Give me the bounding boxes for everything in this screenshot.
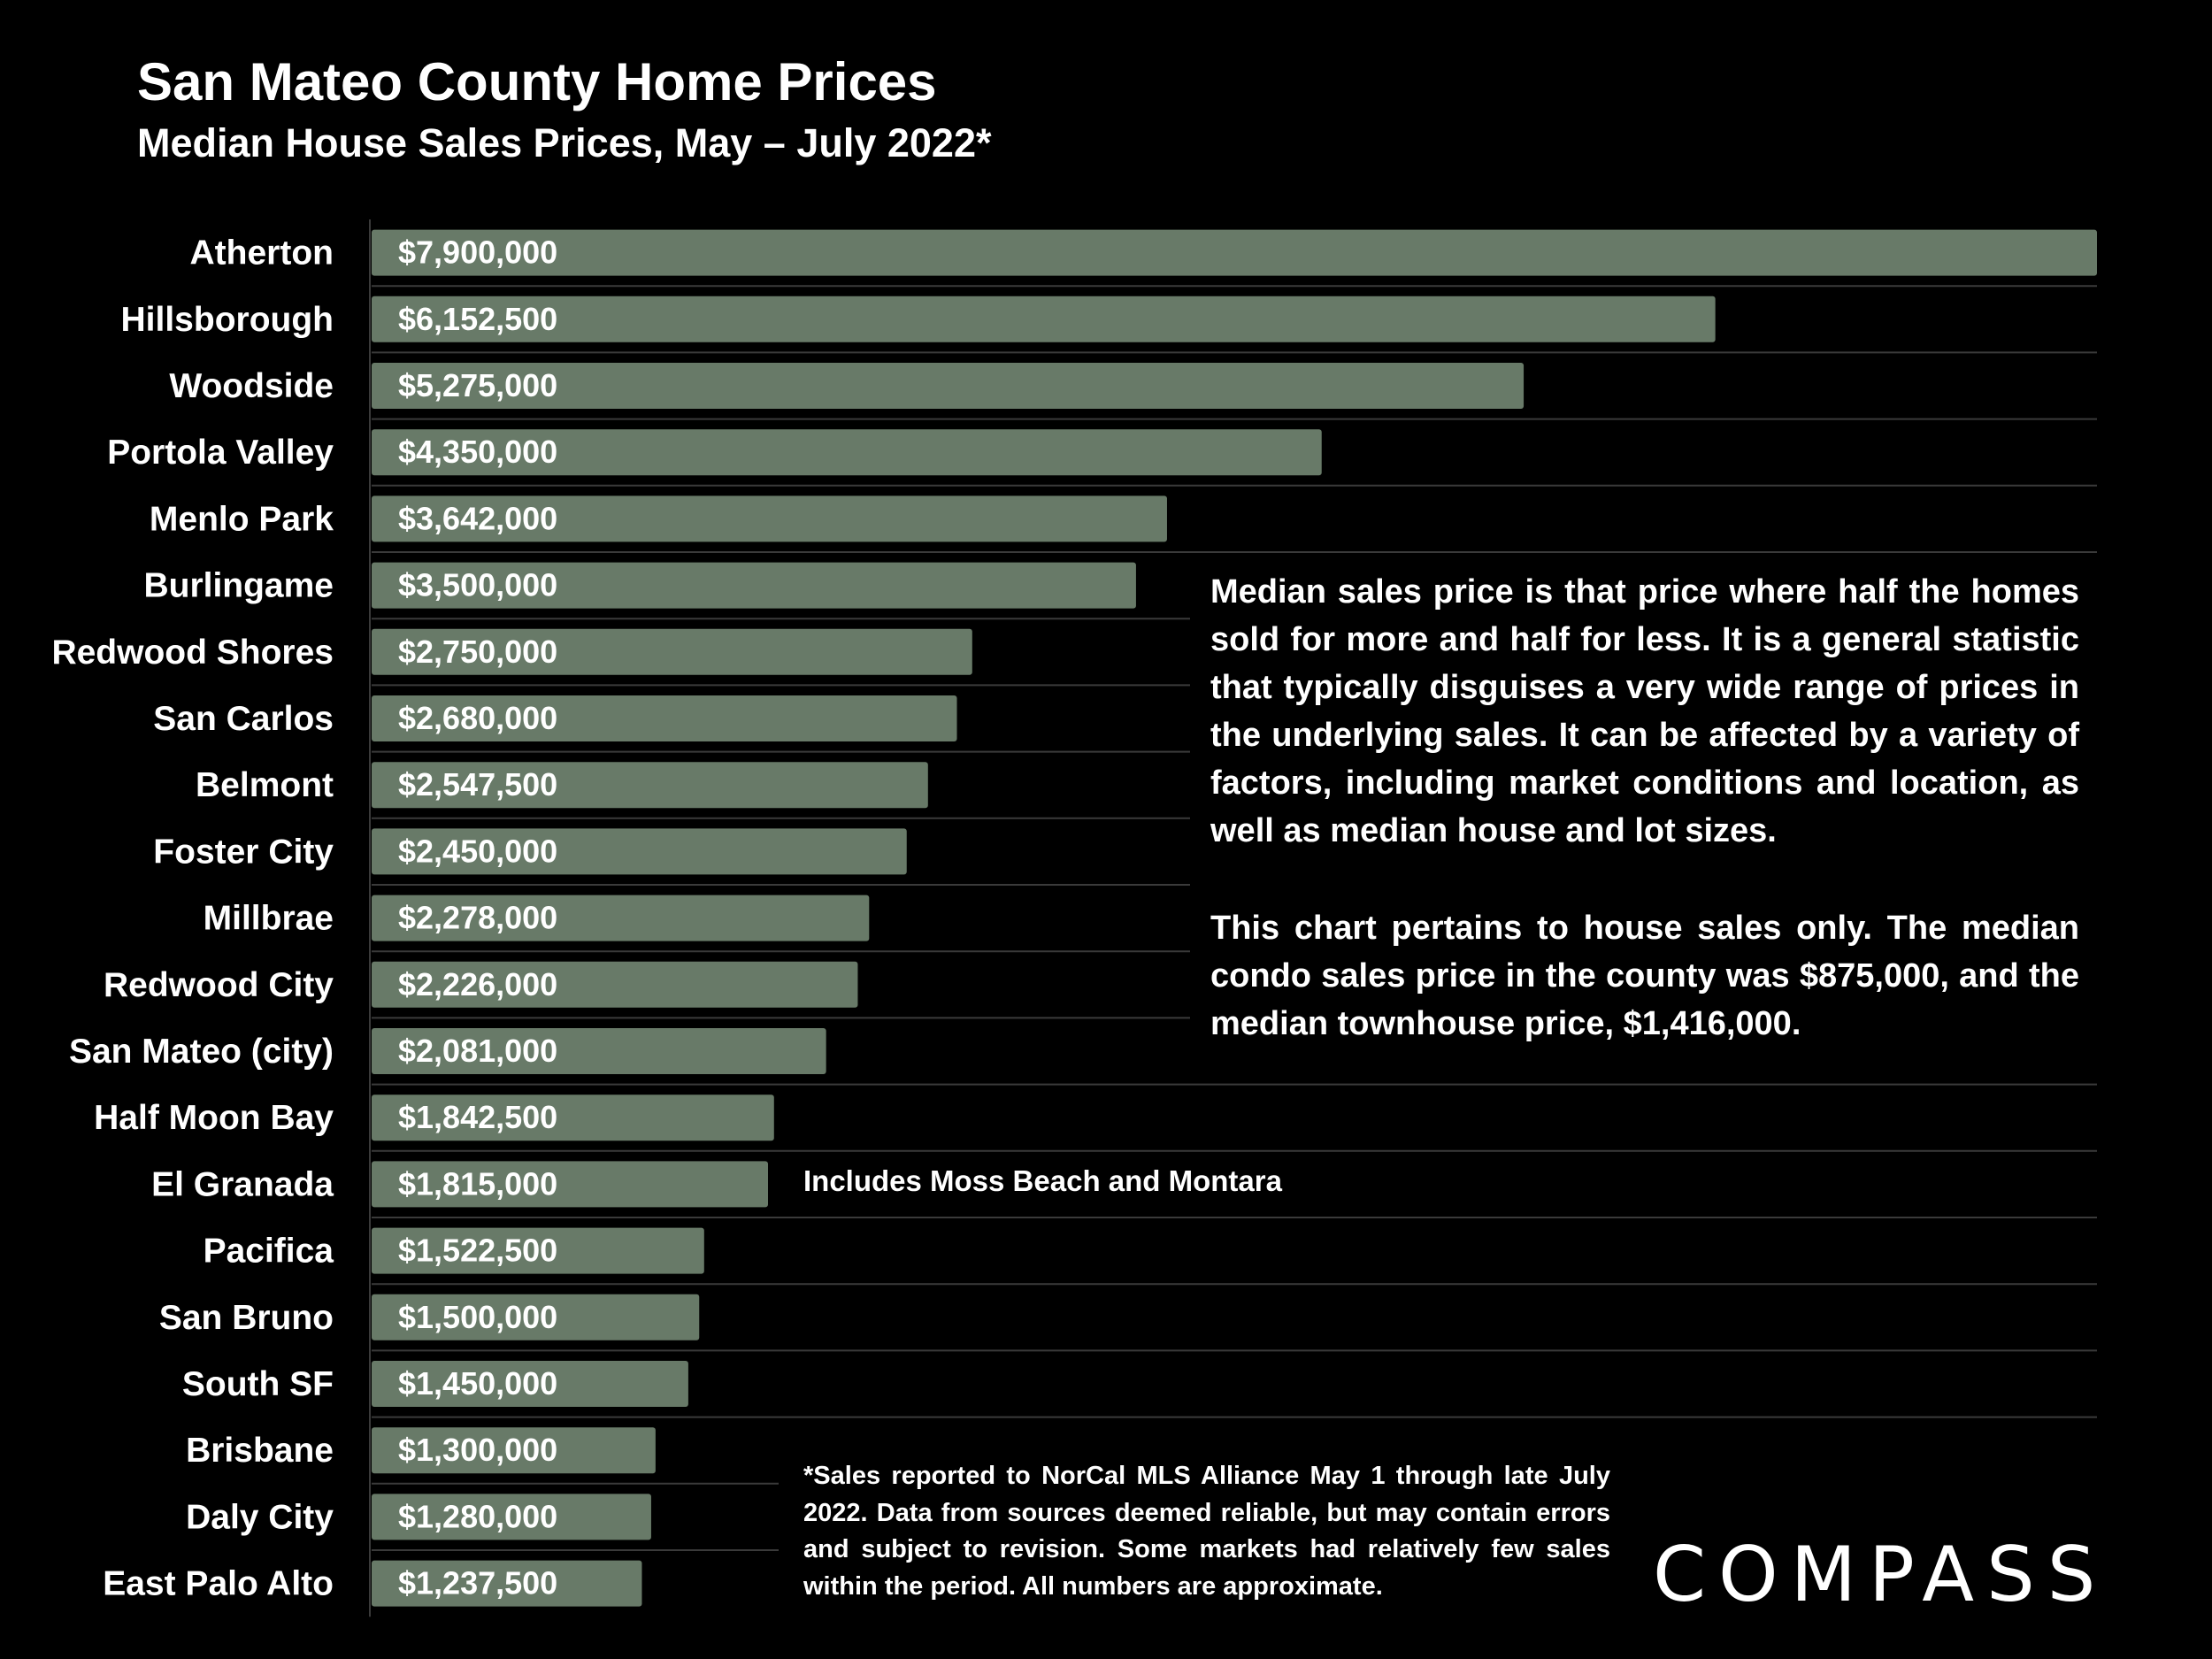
category-label: San Carlos bbox=[153, 700, 334, 738]
value-label: $7,900,000 bbox=[398, 234, 557, 271]
category-label: Menlo Park bbox=[150, 500, 334, 538]
bar bbox=[372, 1161, 769, 1208]
bar bbox=[372, 495, 1167, 542]
value-label: $2,081,000 bbox=[398, 1033, 557, 1069]
category-label: Daly City bbox=[186, 1498, 334, 1536]
category-label: South SF bbox=[182, 1365, 334, 1403]
bar bbox=[372, 961, 858, 1008]
value-label: $4,350,000 bbox=[398, 434, 557, 470]
compass-logo: COMPASS bbox=[1653, 1531, 2108, 1619]
category-label: Redwood Shores bbox=[51, 634, 334, 672]
category-label: Redwood City bbox=[104, 966, 334, 1004]
value-label: $1,522,500 bbox=[398, 1233, 557, 1269]
bar bbox=[372, 1494, 651, 1540]
bar bbox=[372, 1227, 704, 1274]
category-label: Half Moon Bay bbox=[94, 1099, 334, 1137]
bar bbox=[372, 1294, 700, 1340]
category-label: Woodside bbox=[169, 367, 334, 405]
el-granada-annotation: Includes Moss Beach and Montara bbox=[803, 1164, 1282, 1197]
bar bbox=[372, 1361, 688, 1407]
value-label: $2,680,000 bbox=[398, 700, 557, 736]
category-label: East Palo Alto bbox=[103, 1565, 334, 1603]
category-label: Belmont bbox=[196, 766, 334, 804]
bar bbox=[372, 628, 972, 675]
bar bbox=[372, 695, 957, 741]
bar bbox=[372, 562, 1136, 609]
bar bbox=[372, 363, 1525, 409]
value-label: $2,750,000 bbox=[398, 634, 557, 670]
bar bbox=[372, 762, 928, 809]
value-label: $2,547,500 bbox=[398, 766, 557, 803]
category-label: Burlingame bbox=[143, 567, 334, 605]
footnote: *Sales reported to NorCal MLS Alliance M… bbox=[803, 1462, 1610, 1601]
bar bbox=[372, 1560, 642, 1607]
category-label: Portola Valley bbox=[107, 434, 334, 472]
median-definition-note: Median sales price is that price where h… bbox=[1210, 573, 2079, 849]
bar bbox=[372, 828, 907, 875]
value-label: $1,300,000 bbox=[398, 1432, 557, 1468]
bar bbox=[372, 1094, 774, 1141]
bar bbox=[372, 895, 870, 941]
value-label: $1,815,000 bbox=[398, 1165, 557, 1202]
value-label: $1,842,500 bbox=[398, 1099, 557, 1135]
value-label: $2,278,000 bbox=[398, 900, 557, 936]
category-label: Foster City bbox=[153, 833, 334, 871]
category-label: El Granada bbox=[151, 1165, 334, 1203]
chart-title: San Mateo County Home Prices bbox=[137, 52, 937, 111]
bar bbox=[372, 296, 1716, 342]
value-label: $6,152,500 bbox=[398, 301, 557, 337]
value-label: $1,500,000 bbox=[398, 1299, 557, 1335]
bar bbox=[372, 1028, 826, 1074]
category-label: Hillsborough bbox=[121, 301, 334, 339]
category-label: Brisbane bbox=[186, 1432, 334, 1470]
value-label: $1,450,000 bbox=[398, 1365, 557, 1402]
category-label: San Bruno bbox=[159, 1299, 334, 1337]
value-label: $5,275,000 bbox=[398, 367, 557, 403]
category-label: Pacifica bbox=[204, 1233, 334, 1271]
bar bbox=[372, 429, 1322, 476]
house-sales-scope-note: This chart pertains to house sales only.… bbox=[1210, 910, 2079, 1042]
bar bbox=[372, 229, 2097, 276]
category-label: Atherton bbox=[190, 234, 334, 273]
value-label: $2,450,000 bbox=[398, 833, 557, 869]
value-label: $2,226,000 bbox=[398, 966, 557, 1002]
bar bbox=[372, 1427, 656, 1474]
value-label: $1,237,500 bbox=[398, 1565, 557, 1601]
value-label: $3,500,000 bbox=[398, 567, 557, 603]
value-label: $3,642,000 bbox=[398, 500, 557, 536]
value-label: $1,280,000 bbox=[398, 1498, 557, 1534]
category-label: Millbrae bbox=[204, 900, 334, 938]
chart-subtitle: Median House Sales Prices, May – July 20… bbox=[137, 120, 992, 165]
category-label: San Mateo (city) bbox=[69, 1033, 334, 1071]
